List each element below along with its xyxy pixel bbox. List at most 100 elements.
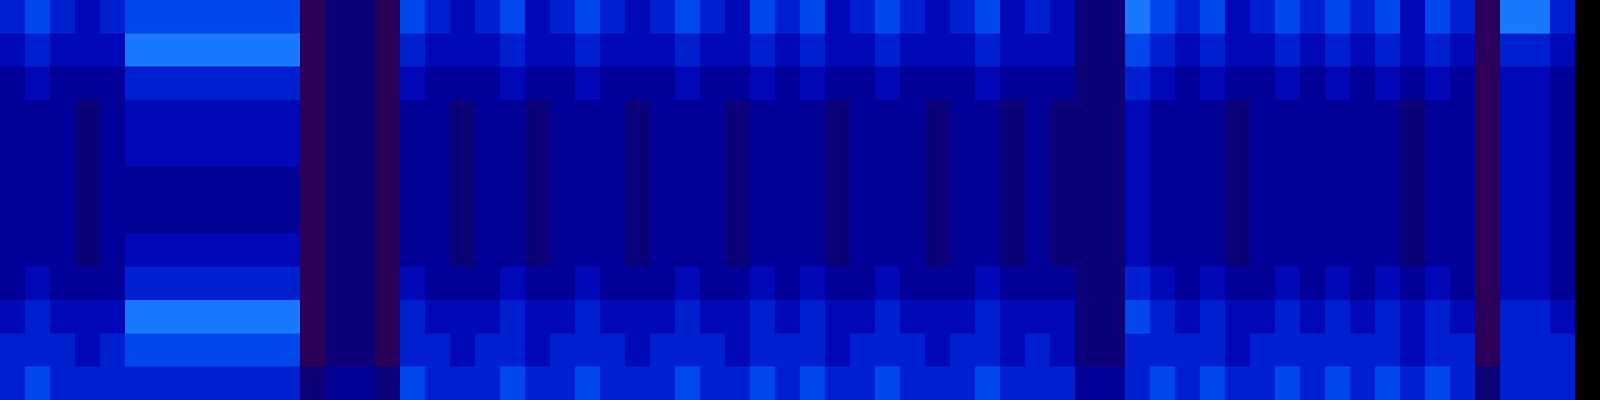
heatmap-cell [125,166,151,200]
heatmap-cell [1125,266,1151,300]
heatmap-cell [1075,66,1101,100]
heatmap-cell [1325,133,1351,168]
heatmap-cell [1350,333,1376,368]
heatmap-cell [875,66,901,100]
heatmap-cell [325,100,351,134]
heatmap-cell [400,166,426,200]
heatmap-cell [375,233,401,268]
heatmap-cell [950,133,976,168]
heatmap-cell [600,33,626,68]
heatmap-cell [825,33,851,68]
heatmap-cell [1025,200,1051,234]
heatmap-cell [1375,0,1401,34]
heatmap-cell [1450,266,1476,300]
heatmap-cell [1175,266,1201,300]
heatmap-cell [1525,366,1551,400]
heatmap-cell [1150,266,1176,300]
heatmap-cell [825,366,851,400]
heatmap-cell [600,133,626,168]
heatmap-cell [125,300,151,334]
heatmap-cell [950,0,976,34]
heatmap-cell [275,266,301,300]
heatmap-cell [700,66,726,100]
heatmap-cell [950,233,976,268]
heatmap-cell [1575,100,1600,134]
heatmap-cell [750,366,776,400]
heatmap-cell [700,233,726,268]
heatmap-cell [900,333,926,368]
heatmap-cell [1250,33,1276,68]
heatmap-cell [1150,33,1176,68]
heatmap-cell [25,100,51,134]
heatmap-cell [1200,133,1226,168]
heatmap-cell [1050,366,1076,400]
heatmap-cell [100,66,126,100]
heatmap-cell [1525,100,1551,134]
heatmap-cell [475,366,501,400]
heatmap-cell [1225,233,1251,268]
heatmap-cell [1525,33,1551,68]
heatmap-cell [275,300,301,334]
heatmap-cell [1425,0,1451,34]
heatmap-cell [550,33,576,68]
heatmap-cell [1175,166,1201,200]
heatmap-cell [1325,166,1351,200]
heatmap-cell [600,200,626,234]
heatmap-cell [1375,166,1401,200]
heatmap-cell [425,66,451,100]
heatmap-cell [500,100,526,134]
heatmap-cell [1350,200,1376,234]
heatmap-cell [1575,200,1600,234]
heatmap-cell [925,100,951,134]
heatmap-cell [700,266,726,300]
heatmap-cell [1100,300,1126,334]
heatmap-cell [650,100,676,134]
heatmap-cell [750,233,776,268]
heatmap-cell [1050,100,1076,134]
heatmap-cell [100,166,126,200]
heatmap-cell [875,166,901,200]
heatmap-cell [75,33,101,68]
heatmap-cell [200,0,226,34]
heatmap-cell [1000,333,1026,368]
heatmap-cell [850,33,876,68]
heatmap-cell [425,100,451,134]
heatmap-cell [825,333,851,368]
heatmap-cell [1200,100,1226,134]
heatmap-cell [475,0,501,34]
heatmap-cell [1000,0,1026,34]
heatmap-cell [550,333,576,368]
heatmap-cell [25,233,51,268]
heatmap-cell [1175,33,1201,68]
heatmap-cell [25,333,51,368]
heatmap-cell [1475,100,1501,134]
heatmap-cell [1475,0,1501,34]
heatmap-cell [25,200,51,234]
heatmap-cell [500,166,526,200]
heatmap-cell [1025,100,1051,134]
heatmap-cell [1375,300,1401,334]
heatmap-cell [1500,166,1526,200]
heatmap-cell [500,300,526,334]
heatmap-cell [1400,66,1426,100]
heatmap-cell [575,233,601,268]
heatmap-cell [1150,100,1176,134]
heatmap-cell [700,133,726,168]
heatmap-cell [475,100,501,134]
heatmap-cell [400,133,426,168]
heatmap-cell [1400,33,1426,68]
heatmap-cell [1100,100,1126,134]
heatmap-cell [1400,100,1426,134]
heatmap-cell [225,333,251,368]
heatmap-cell [250,266,276,300]
heatmap-cell [1500,233,1526,268]
heatmap-cell [1050,333,1076,368]
heatmap-cell [525,300,551,334]
heatmap-cell [475,166,501,200]
heatmap-cell [1025,133,1051,168]
heatmap-cell [400,0,426,34]
heatmap-cell [900,266,926,300]
heatmap-cell [0,366,26,400]
heatmap-cell [1000,200,1026,234]
heatmap-cell [1200,66,1226,100]
